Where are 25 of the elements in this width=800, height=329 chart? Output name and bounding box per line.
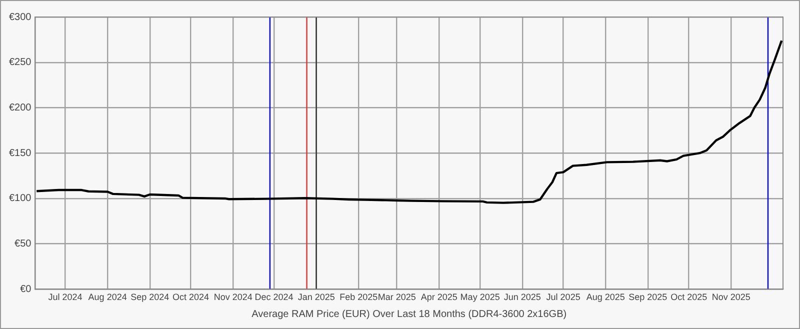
x-tick-label: Oct 2024 xyxy=(172,292,210,302)
x-tick-label: Jan 2025 xyxy=(298,292,335,302)
y-tick-label: €50 xyxy=(14,238,32,250)
x-tick-label: Mar 2025 xyxy=(378,292,416,302)
x-tick-label: Sep 2024 xyxy=(130,292,170,302)
y-tick-label: €300 xyxy=(8,12,32,23)
x-tick-label: Nov 2025 xyxy=(712,292,750,302)
x-tick-label: Jul 2024 xyxy=(48,292,82,302)
x-tick-label: Feb 2025 xyxy=(340,292,378,302)
x-tick-label: Apr 2025 xyxy=(420,292,458,302)
y-tick-label: €200 xyxy=(8,102,32,114)
y-tick-label: €0 xyxy=(20,284,32,295)
x-tick-label: Sep 2025 xyxy=(628,292,668,302)
y-tick-label: €100 xyxy=(8,193,32,204)
x-tick-label: Jul 2025 xyxy=(546,292,580,302)
x-tick-label: Jun 2025 xyxy=(504,292,541,302)
x-tick-label: Dec 2024 xyxy=(254,292,294,302)
x-tick-label: Aug 2024 xyxy=(88,292,127,302)
x-tick-label: Oct 2025 xyxy=(670,292,708,302)
y-tick-label: €150 xyxy=(8,148,32,159)
x-tick-label: Aug 2025 xyxy=(586,292,625,302)
x-axis-title: Average RAM Price (EUR) Over Last 18 Months (DDR4-3600 2x16GB) xyxy=(252,308,567,320)
x-tick-label: Nov 2024 xyxy=(214,292,252,302)
x-tick-label: May 2025 xyxy=(460,292,500,302)
y-tick-label: €250 xyxy=(8,57,32,68)
